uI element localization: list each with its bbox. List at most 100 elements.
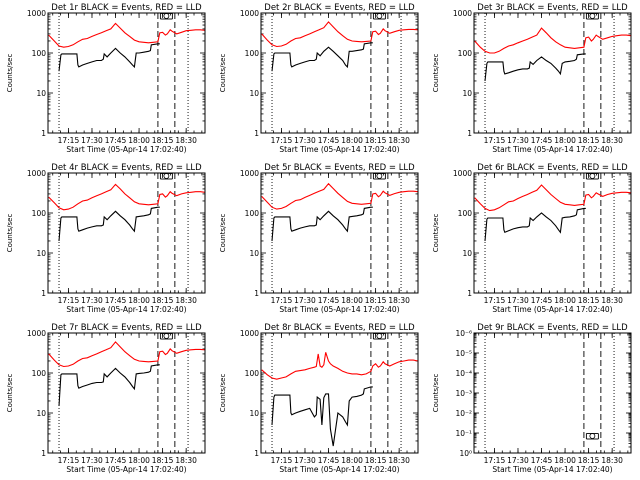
x-axis-label: Start Time (05-Apr-14 17:02:40) [492,305,612,314]
detector-panel-6: Det 6r BLACK = Events, RED = LLD 1 10 100 10… [432,163,632,314]
lld-series-line [48,22,205,48]
y-axis-label: Counts/sec [432,54,440,93]
y-axis-label: Counts/sec [219,214,227,253]
plot-frame [473,332,632,454]
detector-panel-5: Det 5r BLACK = Events, RED = LLD 1 10 100 10… [219,163,419,314]
y-tick-label: 10 [462,249,472,258]
plot-frame [47,332,206,454]
panel-title: Det 8r BLACK = Events, RED = LLD [264,323,415,333]
x-tick-label: 17:45 [531,456,553,465]
x-tick-label: 17:30 [507,136,529,145]
marker-circle [163,13,170,19]
panel-title: Det 1r BLACK = Events, RED = LLD [51,3,202,13]
y-tick-label: 100 [32,49,47,58]
y-axis-label: Counts/sec [6,54,14,93]
x-tick-label: 18:00 [128,456,150,465]
x-tick-label: 17:45 [105,456,127,465]
events-series-line [58,43,160,72]
events-series-line [271,42,373,72]
detector-panel-4: Det 4r BLACK = Events, RED = LLD 1 10 100 10… [6,163,206,314]
lld-series-line [261,182,418,210]
x-tick-label: 17:15 [271,456,293,465]
x-tick-label: 17:15 [58,136,80,145]
plot-frame [473,172,632,294]
x-tick-label: 17:30 [81,456,103,465]
y-tick-label: 100 [32,369,47,378]
panel-title: Det 6r BLACK = Events, RED = LLD [477,163,628,173]
x-tick-label: 17:15 [58,296,80,305]
marker-circle [589,13,596,19]
events-series-line [58,206,160,242]
plot-frame [260,172,419,294]
panel-title: Det 2r BLACK = Events, RED = LLD [264,3,415,13]
y-tick-label: 10 [249,409,259,418]
x-axis-label: Start Time (05-Apr-14 17:02:40) [279,145,399,154]
y-tick-label: 1 [41,449,46,458]
lld-series-line [261,352,418,380]
y-tick-label: 100 [245,209,260,218]
detector-panel-1: Det 1r BLACK = Events, RED = LLD 1 10 100 10… [6,3,206,154]
marker-circle [589,173,596,179]
y-tick-label: 10 [462,89,472,98]
x-tick-label: 17:15 [271,136,293,145]
y-tick-label: 1000 [27,169,46,178]
marker-circle [589,433,596,439]
y-tick-label: 1000 [27,9,46,18]
y-tick-label: 10 [36,249,46,258]
x-tick-label: 18:00 [128,296,150,305]
x-tick-label: 17:45 [318,456,340,465]
x-tick-label: 18:00 [341,296,363,305]
y-tick-label: 1 [254,449,259,458]
y-tick-label: 1000 [240,9,259,18]
x-tick-label: 18:30 [388,136,410,145]
x-tick-label: 18:15 [365,136,387,145]
y-tick-label: 10⁻⁴ [455,369,472,378]
x-tick-label: 18:15 [578,296,600,305]
x-tick-label: 18:30 [388,296,410,305]
events-series-line [484,53,586,82]
panel-title: Det 7r BLACK = Events, RED = LLD [51,323,202,333]
plot-frame [473,12,632,134]
y-tick-label: 10⁰ [459,449,472,458]
plot-frame [260,12,419,134]
x-tick-label: 18:30 [175,136,197,145]
detector-panel-2: Det 2r BLACK = Events, RED = LLD 1 10 100 10… [219,3,419,154]
x-axis-label: Start Time (05-Apr-14 17:02:40) [66,465,186,474]
x-tick-label: 18:30 [175,456,197,465]
x-tick-label: 18:00 [554,456,576,465]
y-axis-label: Counts/sec [432,374,440,413]
x-tick-label: 17:30 [294,136,316,145]
x-tick-label: 18:30 [601,136,623,145]
x-tick-label: 17:15 [484,456,506,465]
x-tick-label: 17:45 [531,136,553,145]
x-tick-label: 18:30 [388,456,410,465]
y-tick-label: 10⁻² [455,409,472,418]
lld-series-line [474,27,631,54]
y-tick-label: 10 [249,89,259,98]
x-tick-label: 17:30 [294,456,316,465]
y-tick-label: 10⁻⁶ [455,329,472,338]
x-tick-label: 17:45 [318,136,340,145]
marker-circle [376,13,383,19]
x-tick-label: 17:15 [484,296,506,305]
y-tick-label: 10⁻⁵ [455,349,472,358]
y-axis-label: Counts/sec [6,374,14,413]
marker-circle [376,333,383,339]
detector-panel-8: Det 8r BLACK = Events, RED = LLD 1 10 100 10… [219,323,419,474]
x-tick-label: 17:30 [507,456,529,465]
x-tick-label: 17:15 [484,136,506,145]
y-tick-label: 1000 [240,169,259,178]
detector-panel-3: Det 3r BLACK = Events, RED = LLD 1 10 100 10… [432,3,632,154]
y-tick-label: 1 [41,289,46,298]
y-tick-label: 1 [41,129,46,138]
x-tick-label: 18:15 [365,456,387,465]
x-tick-label: 18:15 [152,456,174,465]
x-tick-label: 17:45 [318,296,340,305]
x-tick-label: 18:15 [578,456,600,465]
plot-frame [47,172,206,294]
events-series-line [58,364,160,407]
events-series-line [484,207,586,242]
x-tick-label: 18:15 [578,136,600,145]
y-tick-label: 10 [36,89,46,98]
